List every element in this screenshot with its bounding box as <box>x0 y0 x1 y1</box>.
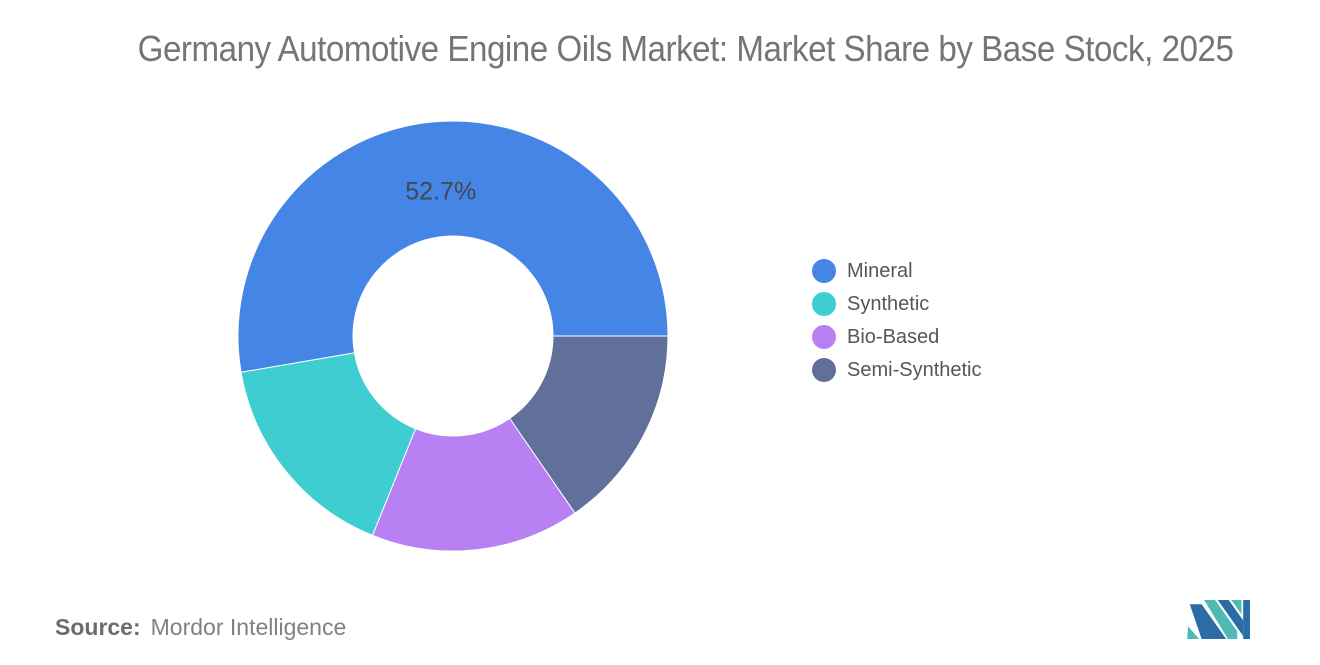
legend-swatch-mineral-icon <box>812 259 836 283</box>
legend-item-synthetic[interactable]: Synthetic <box>812 292 982 316</box>
legend-label-mineral: Mineral <box>847 260 913 282</box>
mordor-intelligence-logo-icon <box>1187 600 1250 639</box>
legend-label-bio-based: Bio-Based <box>847 326 940 348</box>
chart-legend: Mineral Synthetic Bio-Based Semi-Synthet… <box>812 259 982 391</box>
legend-swatch-bio-based-icon <box>812 325 836 349</box>
source-line: Source: Mordor Intelligence <box>55 614 346 641</box>
donut-slice-synthetic[interactable] <box>240 352 417 537</box>
legend-swatch-semi-synthetic-icon <box>812 358 836 382</box>
logo-blue-bar <box>1243 600 1250 639</box>
donut-slice-mineral[interactable] <box>237 120 669 373</box>
legend-item-semi-synthetic[interactable]: Semi-Synthetic <box>812 358 982 382</box>
chart-title-wrap: Germany Automotive Engine Oils Market: M… <box>0 28 1320 70</box>
source-label: Source: <box>55 614 141 640</box>
donut-slice-bio-based[interactable] <box>371 417 576 552</box>
legend-swatch-synthetic-icon <box>812 292 836 316</box>
slice-label-mineral: 52.7% <box>405 178 476 206</box>
source-text: Mordor Intelligence <box>150 614 347 640</box>
donut-slice-semi-synthetic[interactable] <box>509 335 669 514</box>
legend-label-synthetic: Synthetic <box>847 293 930 315</box>
legend-item-bio-based[interactable]: Bio-Based <box>812 325 982 349</box>
logo-teal-triangle-left <box>1187 626 1200 639</box>
legend-item-mineral[interactable]: Mineral <box>812 259 982 283</box>
legend-label-semi-synthetic: Semi-Synthetic <box>847 359 982 381</box>
donut-chart: 52.7% <box>237 120 669 552</box>
chart-title: Germany Automotive Engine Oils Market: M… <box>138 28 1234 69</box>
logo-teal-stroke-middle <box>1204 600 1238 639</box>
logo-blue-stroke-left <box>1189 604 1227 639</box>
